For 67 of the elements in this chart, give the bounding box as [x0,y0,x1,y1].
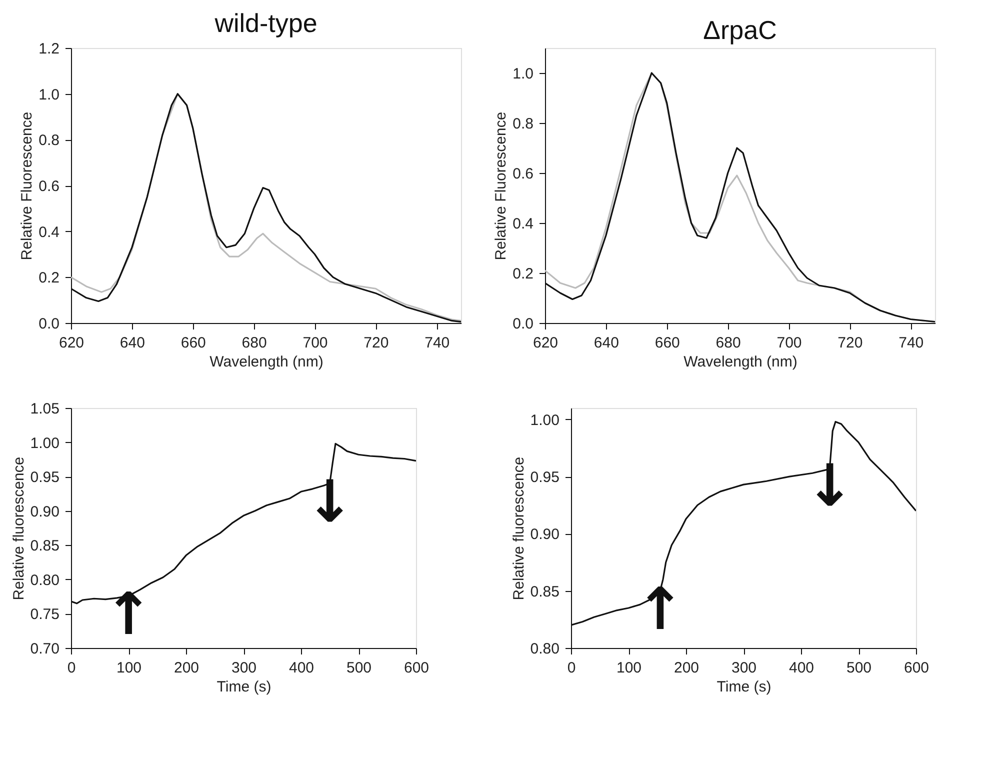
y-tick-label: 0.90 [30,503,60,520]
x-tick-label: 0 [67,660,76,676]
x-tick-label: 100 [616,660,642,676]
x-tick-label: 620 [58,334,84,352]
y-tick-label: 0.8 [512,116,534,132]
x-tick-label: 640 [594,334,619,352]
x-tick-label: 620 [532,334,558,352]
x-tick-label: 740 [424,334,450,352]
annotation: ↓ [805,451,854,520]
y-tick-label: 0.0 [38,316,60,332]
x-tick-label: 720 [838,334,863,352]
y-axis-title: Relative fluorescence [10,456,28,600]
x-tick-label: 400 [788,660,814,676]
y-axis-title: Relative Fluorescence [18,112,36,260]
y-tick-label: 0.4 [512,216,534,232]
y-tick-label: 1.05 [30,400,60,418]
annotation: ↑ [104,580,153,648]
x-tick-label: 700 [302,334,328,352]
y-axis-title: Relative Fluorescence [492,112,510,260]
y-tick-label: 0.8 [38,132,60,150]
y-tick-label: 0.2 [38,270,60,287]
x-tick-label: 100 [116,660,142,676]
y-tick-label: 1.00 [530,412,560,429]
y-tick-label: 0.75 [30,606,60,624]
chart-title: wild-type [214,8,318,38]
y-axis-title: Relative fluorescence [510,456,528,600]
y-tick-label: 0.90 [530,526,560,544]
x-tick-label: 660 [180,334,206,352]
y-tick-label: 1.0 [38,86,60,104]
x-tick-label: 600 [404,660,430,676]
y-tick-label: 0.70 [30,640,60,658]
x-tick-label: 0 [567,660,576,676]
y-tick-label: 0.80 [30,572,60,589]
x-tick-label: 500 [846,660,872,676]
x-tick-label: 640 [120,334,145,352]
x-axis-title: Wavelength (nm) [684,354,798,370]
x-tick-label: 740 [898,334,924,352]
y-tick-label: 0.2 [512,266,534,282]
y-tick-label: 0.95 [530,469,560,486]
x-tick-label: 300 [231,660,257,676]
chart-title: ΔrpaC [703,15,777,45]
y-tick-label: 0.6 [38,178,60,195]
y-tick-label: 1.00 [30,434,60,452]
x-tick-label: 500 [346,660,372,676]
x-tick-label: 660 [654,334,680,352]
x-axis-title: Time (s) [216,678,272,696]
y-tick-label: 0.0 [512,316,534,332]
x-tick-label: 200 [674,660,700,676]
y-tick-label: 0.6 [512,166,534,182]
y-tick-label: 0.85 [530,583,560,600]
annotation: ↓ [305,467,354,536]
y-tick-label: 0.4 [38,224,60,241]
y-tick-label: 0.95 [30,469,60,486]
x-tick-label: 600 [904,660,930,676]
x-tick-label: 700 [776,334,802,352]
x-tick-label: 300 [731,660,757,676]
x-tick-label: 680 [716,334,741,352]
x-axis-title: Wavelength (nm) [210,354,324,370]
x-axis-title: Time (s) [716,678,772,696]
y-tick-label: 1.2 [38,40,60,58]
y-tick-label: 0.85 [30,538,60,555]
x-tick-label: 200 [174,660,200,676]
x-tick-label: 680 [242,334,267,352]
x-tick-label: 400 [288,660,314,676]
y-tick-label: 0.80 [530,640,560,658]
y-tick-label: 1.0 [512,66,534,82]
x-tick-label: 720 [364,334,389,352]
